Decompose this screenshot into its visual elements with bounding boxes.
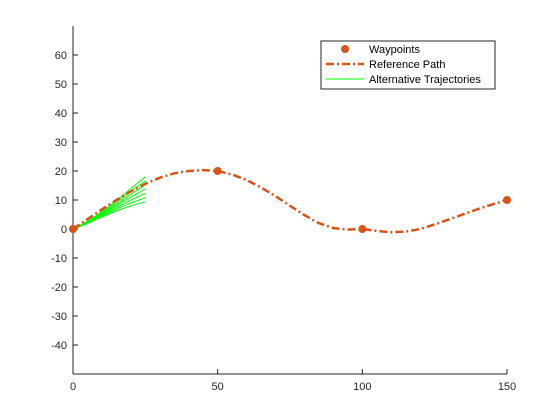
y-tick-label: -30 (51, 311, 67, 323)
y-tick-label: -20 (51, 282, 67, 294)
legend-label-waypoints: Waypoints (369, 44, 420, 56)
y-tick-label: 40 (55, 108, 67, 120)
legend-marker-waypoints (341, 45, 349, 53)
y-tick-label: 50 (55, 79, 67, 91)
y-tick-label: 30 (55, 137, 67, 149)
y-tick-label: 10 (55, 195, 67, 207)
y-tick-label: 60 (55, 50, 67, 62)
waypoint-marker (503, 196, 511, 204)
y-tick-label: 20 (55, 166, 67, 178)
legend: Waypoints Reference Path Alternative Tra… (320, 40, 496, 90)
alternative-trajectory-line (72, 176, 146, 230)
y-tick-label: -10 (51, 253, 67, 265)
legend-label-reference-path: Reference Path (369, 59, 445, 71)
waypoint-marker (213, 167, 222, 175)
x-tick-label: 100 (353, 381, 371, 393)
legend-label-alternative-trajectories: Alternative Trajectories (369, 74, 481, 86)
plot-area (69, 167, 511, 234)
x-tick-label: 150 (498, 381, 516, 393)
x-tick-label: 50 (212, 381, 224, 393)
x-tick-label: 0 (70, 381, 76, 393)
y-tick-label: 0 (61, 224, 67, 236)
reference-path-line (72, 168, 508, 234)
axes: 0 50 100 150 -40 -30 -20 -10 0 10 20 30 40 50 60 (51, 26, 516, 393)
waypoint-marker (69, 225, 77, 233)
waypoint-marker (358, 225, 367, 233)
y-tick-label: -40 (51, 340, 67, 352)
